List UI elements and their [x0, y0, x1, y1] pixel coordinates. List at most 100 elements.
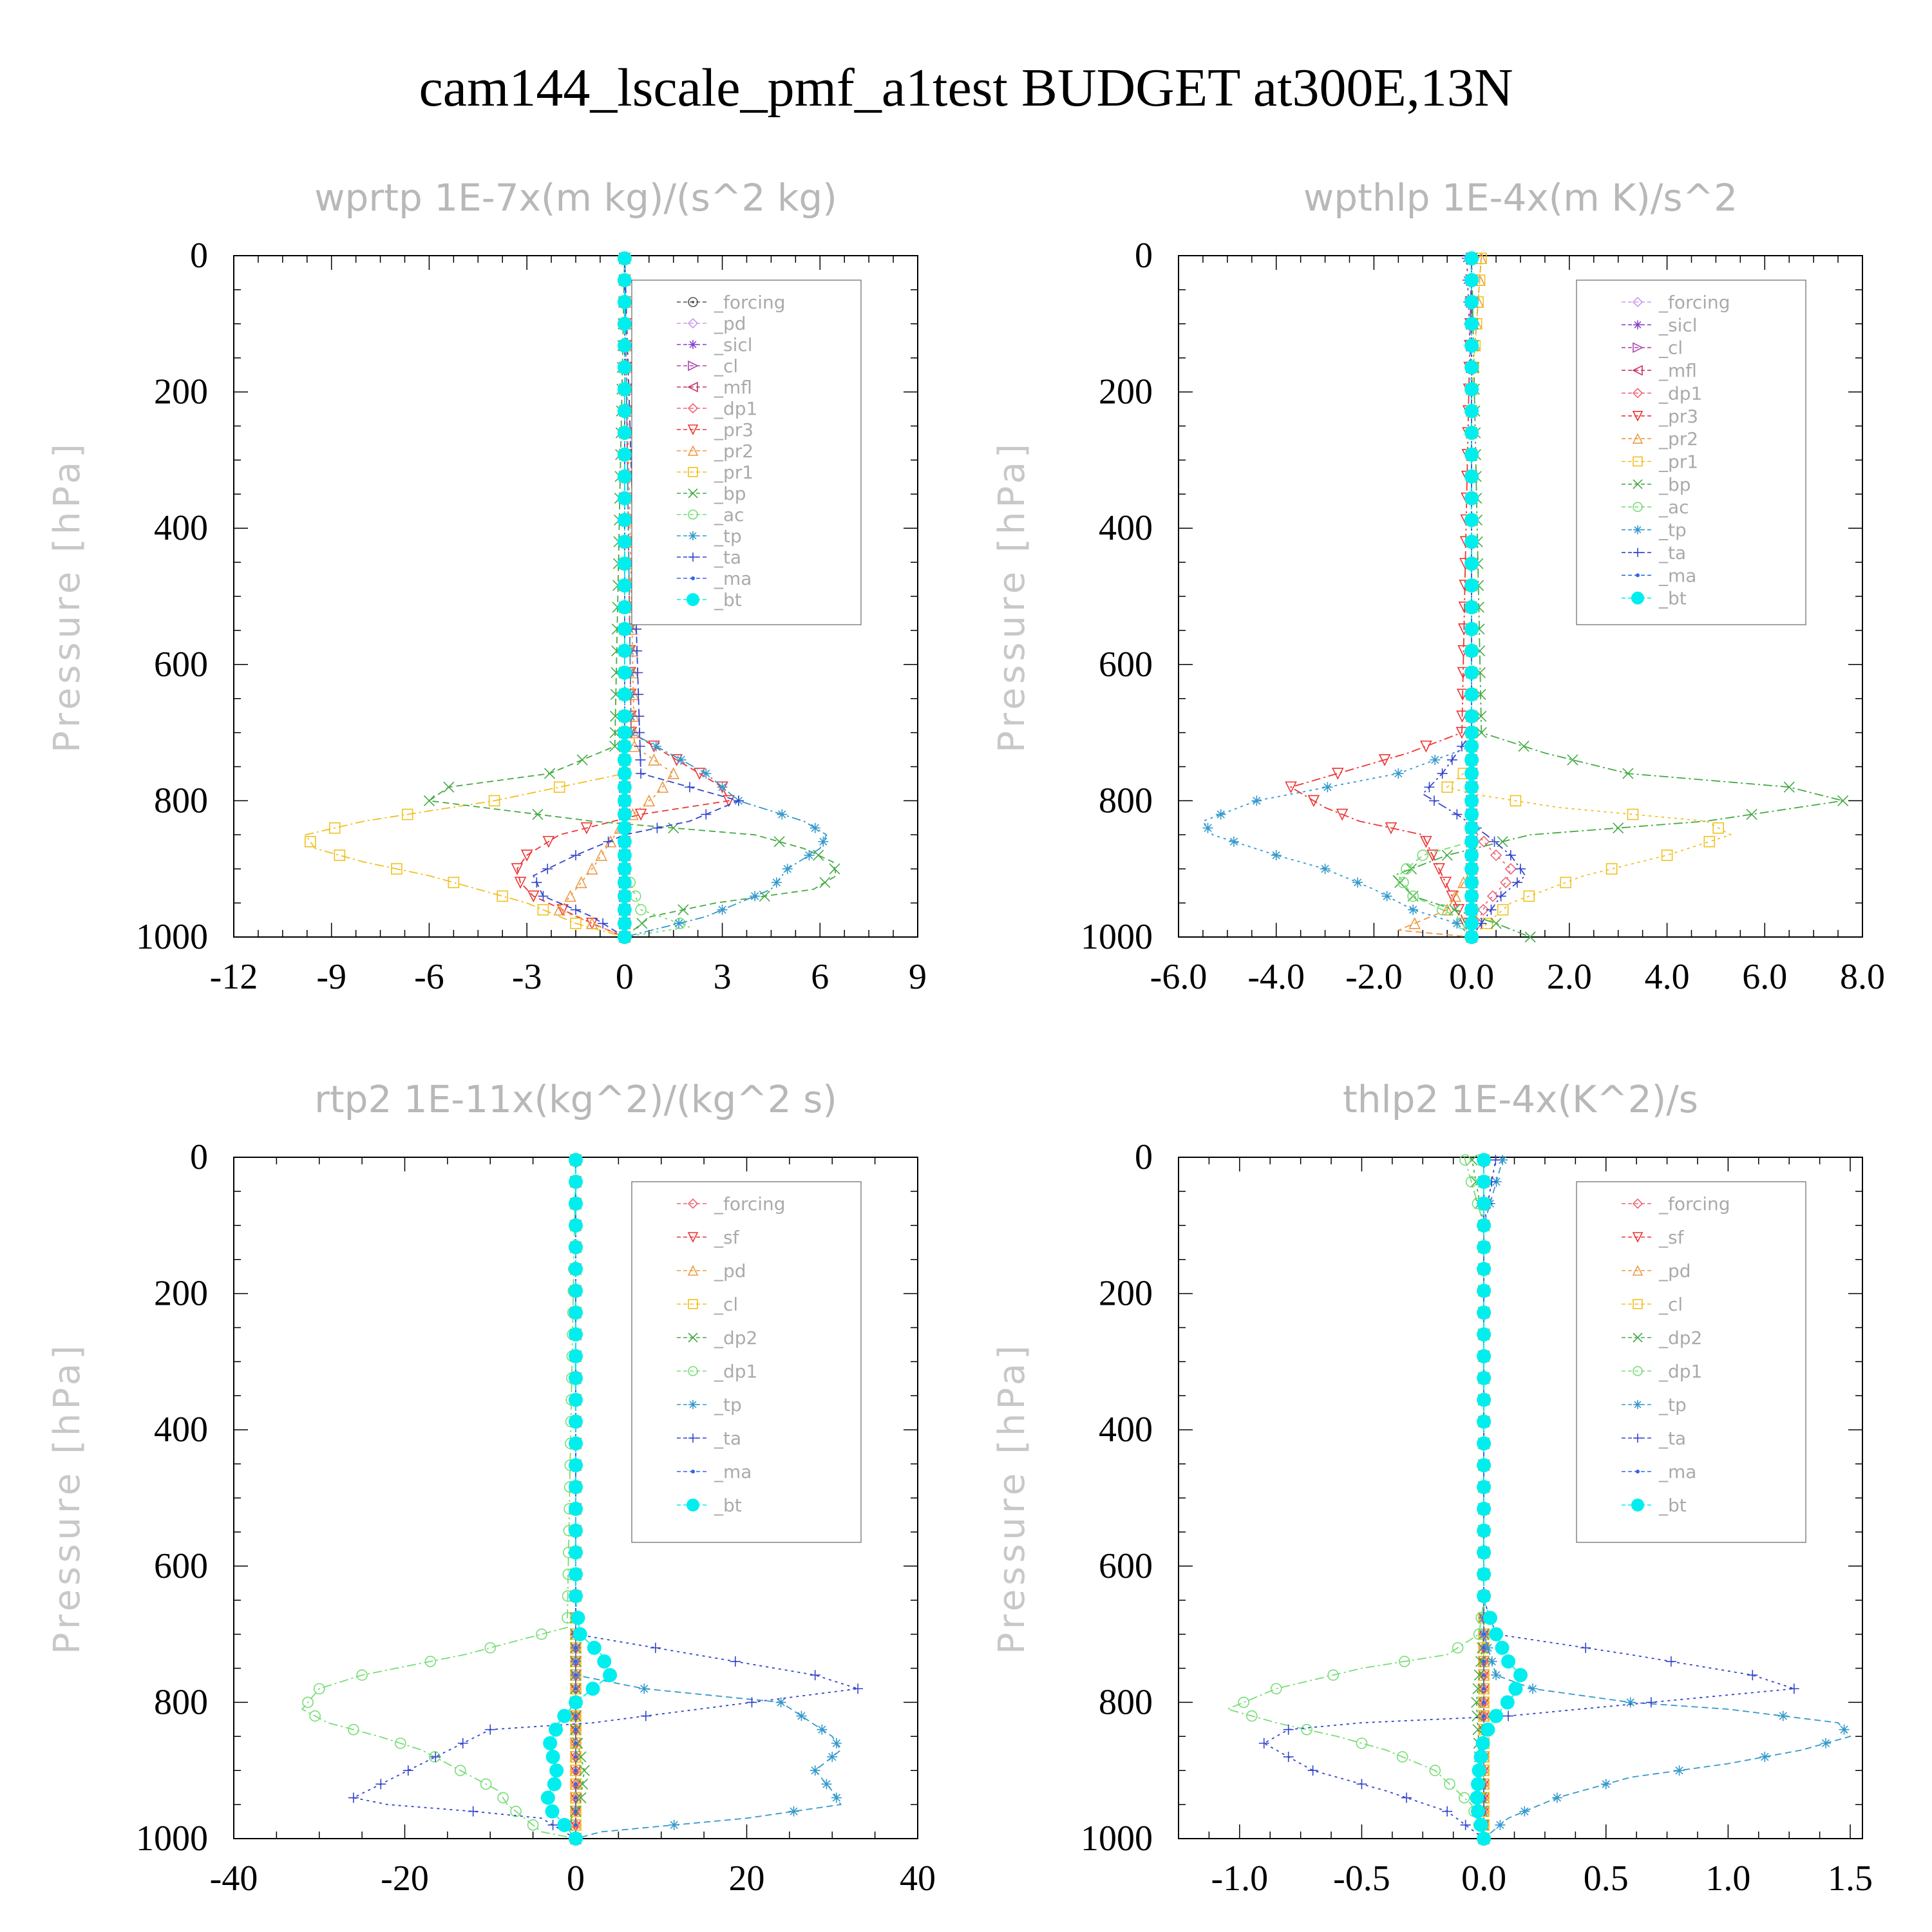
data-point	[595, 849, 608, 861]
data-point	[1489, 836, 1500, 847]
series-line	[304, 256, 625, 938]
legend-label: _cl	[1658, 1294, 1683, 1315]
data-point	[617, 902, 632, 917]
data-point	[1464, 404, 1479, 419]
data-point	[1441, 849, 1453, 861]
legend-marker	[687, 402, 699, 414]
legend-label: _bp	[1658, 474, 1691, 495]
legend-label: _forcing	[1658, 292, 1730, 313]
data-point	[577, 1778, 589, 1790]
data-point	[1464, 469, 1479, 484]
data-point	[650, 741, 661, 752]
data-point	[1605, 863, 1618, 875]
data-point	[1477, 1458, 1492, 1473]
data-point	[1477, 904, 1490, 916]
data-point	[1489, 1709, 1504, 1723]
data-point	[1747, 1670, 1758, 1681]
data-point	[1613, 822, 1624, 834]
data-point	[1464, 862, 1479, 876]
data-point	[635, 754, 646, 765]
data-point	[617, 862, 632, 876]
y-tick-label: 600	[154, 1546, 208, 1586]
data-point	[1385, 822, 1397, 835]
data-point	[1464, 491, 1479, 506]
legend-marker	[1636, 573, 1640, 578]
data-point	[1408, 904, 1419, 915]
data-point	[1464, 621, 1479, 636]
x-tick-label: 2.0	[1547, 957, 1592, 997]
data-point	[1258, 1738, 1269, 1748]
data-point	[617, 316, 632, 331]
x-tick-label: -40	[210, 1859, 258, 1899]
y-tick-label: 1000	[136, 917, 208, 957]
data-point	[674, 918, 685, 929]
x-tick-label: 9	[909, 957, 927, 997]
data-point	[1746, 808, 1757, 820]
legend-marker-center	[692, 301, 694, 303]
data-point	[617, 752, 632, 767]
data-point	[1464, 725, 1479, 740]
data-point	[648, 753, 660, 766]
data-point	[617, 578, 632, 593]
data-point	[1215, 809, 1226, 820]
data-point	[1397, 876, 1409, 889]
x-tick-label: 0	[616, 957, 634, 997]
data-point	[1551, 1792, 1562, 1803]
legend-marker	[1632, 296, 1643, 308]
data-point	[1477, 1262, 1492, 1276]
legend-marker	[687, 317, 699, 329]
y-tick-label: 0	[190, 1137, 208, 1177]
data-point	[668, 822, 679, 834]
data-point	[1471, 1777, 1486, 1792]
data-point	[514, 876, 527, 889]
data-point	[818, 836, 829, 847]
data-point	[1238, 1696, 1249, 1709]
data-point	[617, 709, 632, 724]
legend-label: _tp	[1658, 1394, 1687, 1416]
legend-label: _sicl	[1658, 314, 1698, 336]
data-point	[617, 426, 632, 440]
data-point	[1703, 836, 1716, 848]
legend-box	[631, 279, 862, 625]
data-point	[1504, 863, 1517, 875]
legend-marker	[1632, 433, 1643, 444]
y-tick-label: 400	[154, 1410, 208, 1450]
data-point	[1446, 754, 1457, 765]
data-point	[1837, 795, 1849, 806]
legend-label: _pr3	[714, 419, 753, 440]
data-point	[617, 251, 632, 266]
legend-marker	[691, 576, 695, 580]
panel-title: wpthlp 1E-4x(m K)/s^2	[1303, 176, 1738, 220]
data-point	[1271, 850, 1282, 861]
x-tick-label: -1.0	[1211, 1859, 1268, 1899]
data-point	[1452, 809, 1463, 820]
data-point	[617, 621, 632, 636]
legend-label: _bt	[714, 589, 742, 611]
panel-title: rtp2 1E-11x(kg^2)/(kg^2 s)	[314, 1077, 837, 1121]
data-point	[1464, 752, 1479, 767]
data-point	[313, 1683, 325, 1695]
data-point	[1449, 904, 1461, 916]
y-tick-label: 600	[1099, 1546, 1153, 1586]
data-point	[1455, 726, 1468, 739]
data-point	[1464, 793, 1479, 808]
data-point	[1497, 904, 1509, 916]
data-point	[484, 1642, 497, 1654]
data-point	[1464, 834, 1479, 849]
data-point	[1759, 1752, 1770, 1763]
legend-marker	[688, 297, 698, 307]
legend-marker	[688, 340, 697, 349]
x-tick-label: -3	[512, 957, 542, 997]
data-point	[1464, 382, 1479, 397]
y-tick-label: 0	[190, 236, 208, 276]
data-point	[1477, 1196, 1492, 1211]
data-point	[1477, 1480, 1492, 1495]
data-point	[1420, 836, 1432, 848]
y-axis-label: Pressure [hPa]	[991, 1341, 1033, 1654]
data-point	[510, 1805, 522, 1817]
legend-label: _pr1	[714, 462, 753, 483]
data-point	[617, 338, 632, 353]
data-point	[1251, 795, 1262, 806]
y-tick-label: 200	[154, 372, 208, 412]
